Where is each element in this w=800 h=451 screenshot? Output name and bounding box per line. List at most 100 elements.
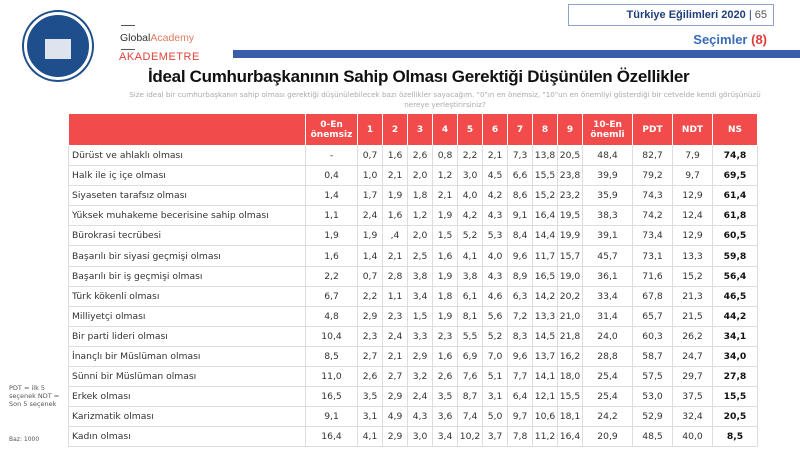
cell-value: 2,2 — [357, 285, 383, 307]
cell-value: 5,0 — [482, 406, 508, 428]
cell-value: 20,5 — [557, 144, 583, 167]
cell-value: 4,2 — [482, 185, 508, 207]
cell-value: 3,6 — [432, 406, 458, 428]
cell-value: 3,0 — [407, 426, 433, 448]
cell-value: 40,0 — [672, 426, 713, 448]
row-label: Erkek olması — [68, 386, 306, 408]
cell-value: 5,3 — [482, 225, 508, 247]
cell-value: 65,7 — [632, 305, 673, 327]
cell-value: 16,4 — [532, 205, 558, 227]
ns-value: 46,5 — [712, 285, 758, 307]
cell-value: 21,3 — [672, 285, 713, 307]
cell-value: 1,6 — [432, 345, 458, 368]
cell-value: 7,8 — [507, 426, 533, 448]
cell-value: 39,9 — [582, 165, 633, 187]
cell-value: 73,1 — [632, 245, 673, 267]
cell-value: 1,9 — [305, 225, 358, 247]
cell-value: 1,6 — [382, 205, 408, 227]
cell-value: 39,1 — [582, 225, 633, 247]
cell-value: 3,7 — [482, 426, 508, 448]
ns-value: 20,5 — [712, 406, 758, 428]
cell-value: 29,7 — [672, 366, 713, 388]
cell-value: 5,6 — [482, 305, 508, 327]
section-title: Seçimler (8) — [693, 32, 767, 47]
global-academy-logo-mark — [121, 25, 135, 50]
legend-note: PDT = ilk 5 seçenek NDT = Son 5 seçenek — [9, 384, 60, 408]
cell-value: 16,2 — [557, 345, 583, 368]
cell-value: 1,1 — [305, 205, 358, 227]
cell-value: 12,9 — [672, 225, 713, 247]
table-row: Başarılı bir siyasi geçmişi olması 1,6 1,4… — [68, 245, 758, 267]
cell-value: 9,1 — [305, 406, 358, 428]
cell-value: 24,7 — [672, 345, 713, 368]
cell-value: 25,4 — [582, 386, 633, 408]
column-header — [68, 113, 306, 146]
cell-value: 8,5 — [305, 345, 358, 368]
cell-value: 53,0 — [632, 386, 673, 408]
cell-value: 11,7 — [532, 245, 558, 267]
cell-value: 20,2 — [557, 285, 583, 307]
cell-value: 10,4 — [305, 325, 358, 347]
row-label: Halk ile iç içe olması — [68, 165, 306, 187]
row-label: İnançlı bir Müslüman olması — [68, 345, 306, 368]
table-row: Siyaseten tarafsız olması 1,4 1,7 1,9 1,8 2,1… — [68, 185, 758, 207]
cell-value: 3,8 — [457, 265, 483, 287]
cell-value: 23,8 — [557, 165, 583, 187]
cell-value: 9,1 — [507, 205, 533, 227]
cell-value: 16,5 — [305, 386, 358, 408]
cell-value: 3,4 — [432, 426, 458, 448]
cell-value: 4,6 — [482, 285, 508, 307]
cell-value: 4,1 — [457, 245, 483, 267]
cell-value: 13,3 — [532, 305, 558, 327]
cell-value: 12,1 — [532, 386, 558, 408]
cell-value: 12,9 — [672, 185, 713, 207]
ns-value: 56,4 — [712, 265, 758, 287]
row-label: Siyaseten tarafsız olması — [68, 185, 306, 207]
table-row: Karizmatik olması 9,1 3,1 4,9 4,3 3,6 7,4 5,0 9,… — [68, 406, 758, 428]
cell-value: 19,5 — [557, 205, 583, 227]
cell-value: 20,9 — [582, 426, 633, 448]
column-header: 9 — [557, 113, 583, 146]
cell-value: 15,5 — [557, 386, 583, 408]
cell-value: 45,7 — [582, 245, 633, 267]
cell-value: 1,2 — [407, 205, 433, 227]
cell-value: 1,8 — [407, 185, 433, 207]
cell-value: 2,3 — [357, 325, 383, 347]
cell-value: 48,4 — [582, 144, 633, 167]
cell-value: - — [305, 144, 358, 167]
cell-value: 1,4 — [305, 185, 358, 207]
ns-value: 74,8 — [712, 144, 758, 167]
cell-value: 2,4 — [357, 205, 383, 227]
cell-value: 2,2 — [305, 265, 358, 287]
column-header: 0-En önemsiz — [305, 113, 358, 146]
cell-value: 8,9 — [507, 265, 533, 287]
cell-value: 2,9 — [407, 345, 433, 368]
cell-value: 10,2 — [457, 426, 483, 448]
cell-value: 8,1 — [457, 305, 483, 327]
table-row: Halk ile iç içe olması 0,4 1,0 2,1 2,0 1,2 3,0… — [68, 165, 758, 187]
cell-value: 3,0 — [457, 165, 483, 187]
cell-value: 2,9 — [382, 426, 408, 448]
ns-value: 34,1 — [712, 325, 758, 347]
kadir-has-university-logo — [24, 12, 92, 80]
cell-value: 21,0 — [557, 305, 583, 327]
cell-value: 15,7 — [557, 245, 583, 267]
cell-value: 2,9 — [382, 386, 408, 408]
cell-value: 19,9 — [557, 225, 583, 247]
row-label: Yüksek muhakeme becerisine sahip olması — [68, 205, 306, 227]
cell-value: 1,9 — [357, 225, 383, 247]
table-row: Bir parti lideri olması 10,4 2,3 2,4 3,3 2,3 5… — [68, 325, 758, 347]
cell-value: 37,5 — [672, 386, 713, 408]
cell-value: 9,7 — [672, 165, 713, 187]
cell-value: 7,0 — [482, 345, 508, 368]
cell-value: 14,1 — [532, 366, 558, 388]
cell-value: 7,6 — [457, 366, 483, 388]
cell-value: 6,4 — [507, 386, 533, 408]
table-row: İnançlı bir Müslüman olması 8,5 2,7 2,1 2,9 1… — [68, 345, 758, 368]
ns-value: 60,5 — [712, 225, 758, 247]
column-header: NS — [712, 113, 758, 146]
cell-value: 7,2 — [507, 305, 533, 327]
cell-value: ,4 — [382, 225, 408, 247]
column-header: PDT — [632, 113, 673, 146]
cell-value: 18,0 — [557, 366, 583, 388]
